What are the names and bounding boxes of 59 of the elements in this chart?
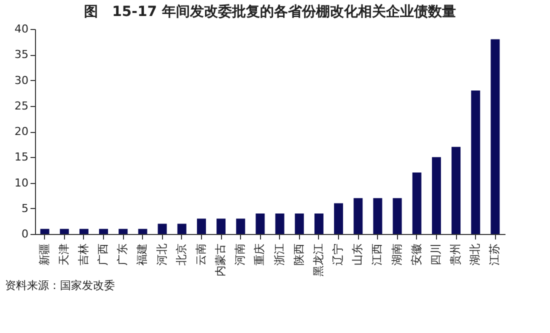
text: 资料来源：国家发改委: [5, 279, 115, 292]
bar: [99, 228, 108, 234]
bar: [79, 228, 88, 234]
bar: [40, 228, 50, 234]
x-tick-label: 河南: [234, 244, 247, 266]
x-tick-label: 山东: [351, 244, 364, 266]
y-tick-label: 10: [14, 176, 28, 190]
bar: [412, 172, 422, 234]
bar: [294, 214, 304, 234]
bar: [236, 218, 246, 234]
x-tick-label: 黑龙江: [312, 244, 325, 276]
bar: [60, 228, 69, 234]
x-tick-label: 辽宁: [332, 244, 345, 266]
bar: [275, 214, 284, 234]
x-tick-label: 陕西: [292, 244, 306, 266]
y-tick-label: 0: [22, 228, 28, 240]
y-tick-label: 40: [14, 22, 28, 36]
bar: [471, 90, 480, 234]
bar: [118, 228, 128, 234]
x-tick-label: 广西: [96, 244, 110, 266]
x-tick-label: 四川: [429, 244, 442, 266]
bar: [256, 214, 265, 234]
x-tick-label: 浙江: [272, 244, 286, 266]
x-tick-label: 湖南: [390, 244, 404, 266]
bar: [490, 39, 500, 234]
bar: [354, 198, 363, 234]
x-tick-label: 江苏: [488, 244, 502, 266]
bar: [452, 146, 461, 234]
bar: [158, 224, 167, 234]
bar: [216, 218, 226, 234]
x-tick-label: 北京: [174, 244, 188, 266]
y-tick-label: 5: [22, 202, 28, 215]
y-tick-label: 20: [14, 125, 28, 138]
x-tick-label: 内蒙古: [214, 244, 228, 276]
y-tick-label: 15: [14, 150, 28, 164]
x-tick-label: 江西: [370, 244, 384, 266]
bar: [334, 203, 344, 234]
y-tick-label: 25: [14, 99, 28, 112]
x-tick-label: 河北: [155, 244, 168, 266]
bar: [196, 218, 206, 234]
x-tick-label: 安徽: [410, 244, 423, 266]
y-tick-label: 35: [14, 48, 28, 62]
x-tick-label: 贵州: [449, 244, 462, 266]
x-tick-label: 福建: [136, 244, 149, 266]
x-tick-label: 重庆: [253, 244, 266, 266]
bar: [177, 224, 186, 234]
chart-title: 图 15-17 年间发改委批复的各省份棚改化相关企业债数量: [84, 3, 456, 20]
x-tick-label: 广东: [116, 244, 130, 266]
bar: [373, 198, 382, 234]
x-tick-label: 天津: [57, 244, 70, 266]
bar: [314, 214, 324, 234]
x-tick-label: 云南: [194, 244, 208, 266]
bar: [432, 157, 441, 234]
y-tick-label: 30: [14, 74, 28, 87]
x-tick-label: 湖北: [468, 244, 482, 266]
bar: [138, 228, 148, 234]
x-tick-label: 新疆: [38, 244, 51, 266]
bar: [392, 198, 402, 234]
x-tick-label: 吉林: [76, 244, 90, 266]
